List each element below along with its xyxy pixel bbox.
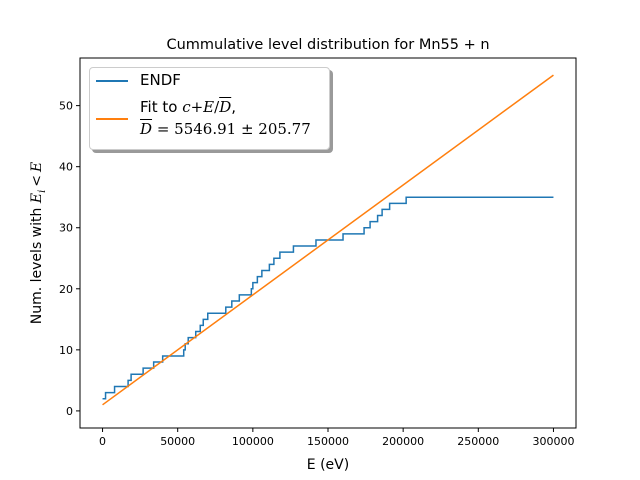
legend-fit-plus: + xyxy=(190,98,204,116)
legend-fit-D2: D xyxy=(140,120,153,138)
legend: ENDF Fit to c+E/D, D = 5546.91 ± 205.77 xyxy=(89,67,330,150)
legend-fit-comma: , xyxy=(231,98,236,116)
legend-swatch-endf xyxy=(96,80,128,82)
y-tick-label: 20 xyxy=(59,283,73,296)
legend-fit-slash: / xyxy=(214,98,220,116)
x-tick-label: 250000 xyxy=(457,435,499,448)
chart-title: Cummulative level distribution for Mn55 … xyxy=(166,37,489,53)
legend-fit-value: = 5546.91 ± 205.77 xyxy=(156,120,311,138)
y-tick-label: 40 xyxy=(59,161,73,174)
legend-fit-c: c xyxy=(182,98,191,116)
legend-fit-prefix: Fit to xyxy=(140,98,183,116)
legend-label-fit-line2: D = 5546.91 ± 205.77 xyxy=(140,118,311,140)
legend-fit-D: D xyxy=(219,98,232,116)
y-axis-label-prefix: Num. levels with xyxy=(29,203,45,324)
legend-swatch-fit xyxy=(96,118,128,120)
legend-item-fit: Fit to c+E/D, D = 5546.91 ± 205.77 xyxy=(90,96,311,140)
y-tick-label: 0 xyxy=(66,405,73,418)
y-tick-label: 10 xyxy=(59,344,73,357)
x-tick-label: 150000 xyxy=(307,435,349,448)
x-tick-label: 0 xyxy=(99,435,106,448)
x-tick-label: 300000 xyxy=(532,435,574,448)
legend-label-fit-line1: Fit to c+E/D, xyxy=(140,96,311,118)
y-axis-label-E: E xyxy=(29,193,45,204)
y-tick-label: 50 xyxy=(59,100,73,113)
x-tick-label: 100000 xyxy=(232,435,274,448)
x-tick-label: 200000 xyxy=(382,435,424,448)
y-axis-label-lt: < xyxy=(29,175,45,187)
x-tick-label: 50000 xyxy=(160,435,195,448)
y-axis-label-subscript: i xyxy=(37,190,48,193)
legend-item-endf: ENDF xyxy=(90,69,181,91)
legend-label-endf: ENDF xyxy=(140,71,181,89)
series-layer xyxy=(102,74,554,406)
y-axis-ticks: 0 10 20 30 40 50 xyxy=(59,100,80,418)
y-axis-label-E2: E xyxy=(29,162,45,173)
series-line-endf xyxy=(102,196,554,400)
legend-fit-E: E xyxy=(203,98,215,116)
x-axis-ticks: 0 50000 100000 150000 200000 250000 300000 xyxy=(99,428,574,448)
y-tick-label: 30 xyxy=(59,222,73,235)
x-axis-label: E (eV) xyxy=(307,457,349,473)
series-line-fit xyxy=(102,74,554,406)
y-axis-label: Num. levels with Ei < E xyxy=(29,162,48,324)
